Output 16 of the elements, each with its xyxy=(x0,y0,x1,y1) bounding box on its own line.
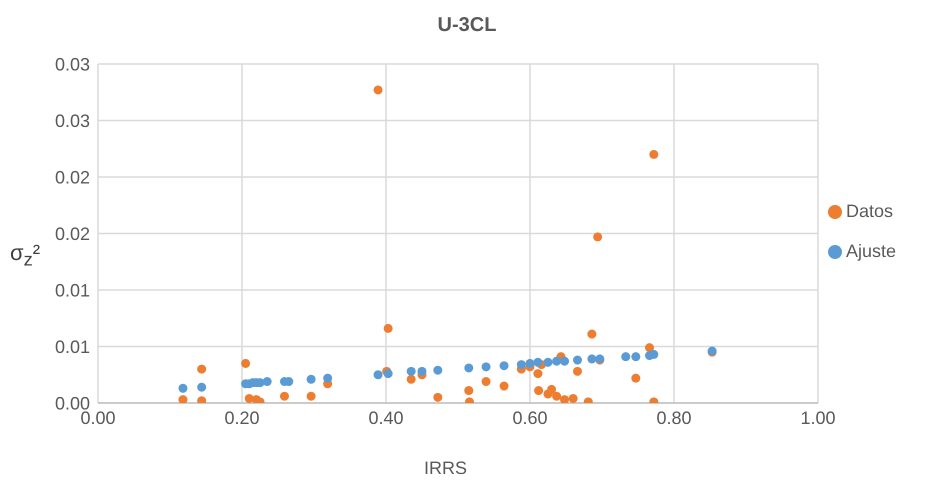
x-tick-label: 0.60 xyxy=(512,408,548,428)
y-axis-title: σ$_{z}$² xyxy=(10,240,40,270)
y-tick-label: 0.01 xyxy=(54,336,90,357)
x-tick-label: 0.20 xyxy=(224,408,260,428)
y-tick-label: 0.03 xyxy=(54,110,90,131)
x-axis-title: IRRS xyxy=(422,458,468,479)
chart-title: U-3CL xyxy=(436,14,498,37)
y-tick-label: 0.01 xyxy=(54,280,90,300)
x-tick-label: 1.00 xyxy=(800,408,836,428)
legend-label: Datos xyxy=(846,200,893,220)
legend-label: Ajuste xyxy=(846,240,896,260)
x-tick-label: 0.40 xyxy=(368,408,404,428)
x-tick-label: 0.80 xyxy=(656,408,692,428)
y-tick-label: 0.02 xyxy=(54,224,90,244)
y-tick-label: 0.03 xyxy=(54,54,90,74)
y-tick-label: 0.02 xyxy=(54,167,90,188)
